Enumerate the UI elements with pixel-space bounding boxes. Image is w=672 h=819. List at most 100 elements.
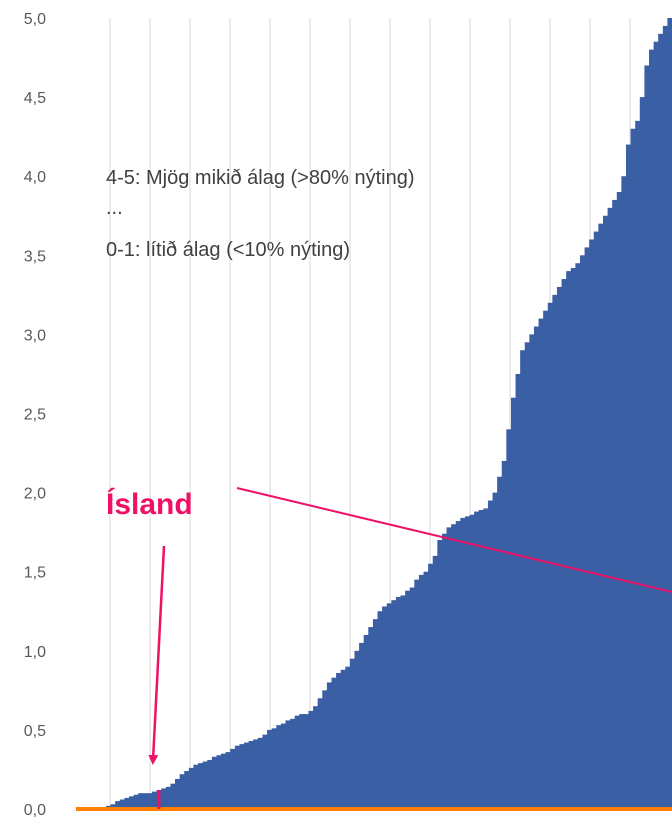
bar <box>506 429 512 809</box>
bar <box>524 342 530 809</box>
bar <box>179 774 185 809</box>
y-tick-label: 0,0 <box>24 802 46 819</box>
bar <box>547 302 553 809</box>
bar <box>570 267 576 810</box>
bar <box>290 718 296 809</box>
highlight-label: Ísland <box>106 487 193 521</box>
bar <box>667 18 672 809</box>
bar <box>483 508 489 809</box>
bar <box>616 192 622 809</box>
annotation-ellipsis: ... <box>106 197 123 219</box>
bar <box>326 682 333 809</box>
bar <box>602 215 609 809</box>
bar <box>409 587 415 809</box>
bar <box>294 715 300 809</box>
bar <box>202 761 208 809</box>
bars <box>106 18 672 810</box>
annotation-low-load: 0-1: lítið álag (<10% nýting) <box>106 239 350 261</box>
bar <box>612 199 618 809</box>
bar <box>579 255 586 810</box>
bar <box>501 460 507 809</box>
y-tick-label: 0,5 <box>24 723 46 740</box>
bar <box>336 672 342 809</box>
bar <box>639 97 645 810</box>
bar <box>621 176 627 809</box>
bar <box>225 752 231 809</box>
bar <box>368 627 374 809</box>
bar <box>340 669 346 809</box>
bar <box>359 642 365 809</box>
bar <box>193 764 199 809</box>
bar <box>198 763 204 809</box>
bar <box>354 650 360 809</box>
bar <box>451 524 457 809</box>
bar <box>110 804 116 809</box>
bar <box>584 247 590 809</box>
bar <box>152 791 158 809</box>
highlight-pointer-line <box>236 487 672 593</box>
y-tick-label: 2,0 <box>24 486 46 503</box>
bar <box>487 500 494 809</box>
bar <box>244 742 250 809</box>
bar <box>161 788 167 809</box>
bar <box>441 533 448 809</box>
bar <box>170 783 176 809</box>
y-tick-label: 1,5 <box>24 565 46 582</box>
bar <box>662 25 668 810</box>
bar <box>520 350 526 809</box>
bar <box>492 492 498 809</box>
bar <box>386 603 392 809</box>
bar <box>515 373 521 809</box>
bar <box>124 797 130 809</box>
bar <box>184 771 190 809</box>
bar <box>529 334 535 809</box>
bar <box>478 510 484 809</box>
bar <box>239 744 245 809</box>
bar <box>510 397 517 809</box>
bar <box>644 65 650 809</box>
bar <box>267 729 273 809</box>
bar <box>391 600 397 809</box>
bar <box>285 720 291 809</box>
bar <box>455 521 461 809</box>
bar <box>230 748 236 809</box>
bar <box>400 595 406 809</box>
bar <box>308 710 314 809</box>
bar <box>469 514 475 809</box>
y-tick-label: 4,5 <box>24 90 46 107</box>
bar <box>423 571 429 809</box>
bar <box>460 517 466 809</box>
bar <box>303 714 310 809</box>
bar <box>607 207 613 810</box>
bar <box>405 590 411 809</box>
bar <box>322 690 328 809</box>
bar <box>538 318 544 809</box>
bar <box>377 611 383 809</box>
y-tick-label: 4,0 <box>24 169 46 186</box>
bar <box>271 728 277 809</box>
bar <box>175 778 181 809</box>
bar <box>248 740 254 809</box>
y-axis-ticks: 0,0 0,5 1,0 1,5 2,0 2,5 3,0 3,5 4,0 4,5 5,0 <box>24 11 46 819</box>
bar <box>138 793 144 809</box>
bar <box>313 706 319 809</box>
bar <box>497 476 503 809</box>
bar <box>257 737 264 809</box>
bar <box>464 516 471 809</box>
bar <box>598 223 604 809</box>
bar <box>418 574 425 809</box>
bar <box>552 294 558 810</box>
bar <box>543 310 549 809</box>
bar <box>575 263 581 810</box>
y-tick-label: 1,0 <box>24 644 46 661</box>
bar <box>566 271 572 809</box>
bar <box>363 634 369 809</box>
bar <box>142 793 149 809</box>
highlight-marker <box>157 790 161 809</box>
bar <box>630 128 636 810</box>
highlight-arrow <box>148 545 166 765</box>
bar <box>119 799 125 809</box>
bar <box>133 794 139 809</box>
bar <box>299 714 305 809</box>
bar <box>276 725 282 809</box>
